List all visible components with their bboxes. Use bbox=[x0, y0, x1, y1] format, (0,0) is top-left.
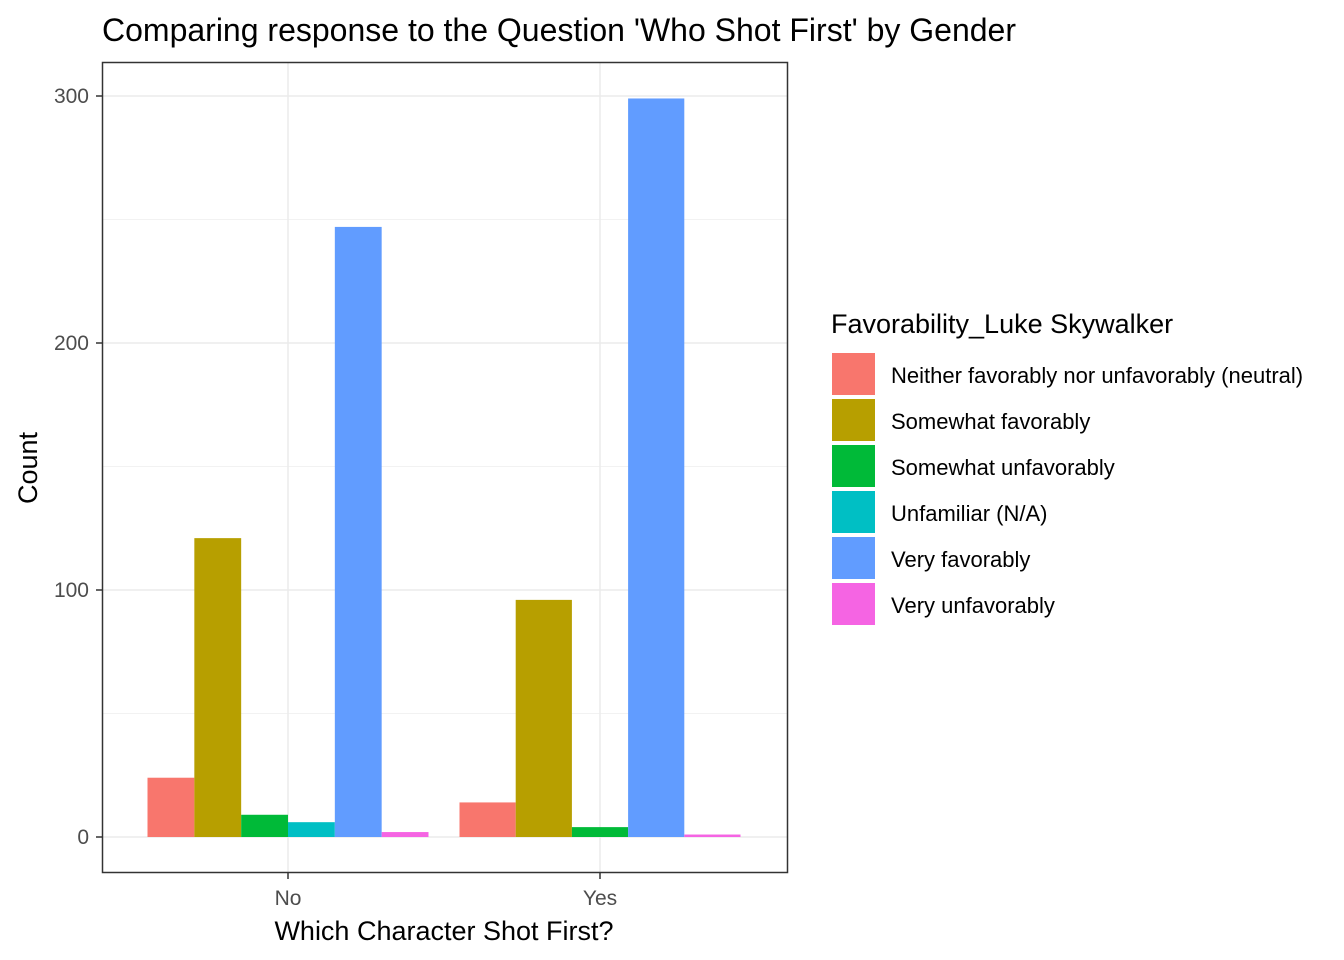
legend-swatch bbox=[832, 583, 875, 625]
legend-swatch bbox=[832, 353, 875, 395]
bar bbox=[194, 538, 241, 837]
y-tick-label: 200 bbox=[54, 332, 89, 355]
y-tick-label: 0 bbox=[77, 826, 89, 849]
bar bbox=[241, 815, 288, 837]
legend-label: Neither favorably nor unfavorably (neutr… bbox=[891, 363, 1303, 388]
x-axis-title: Which Character Shot First? bbox=[274, 916, 613, 946]
legend-swatch bbox=[832, 399, 875, 441]
legend-label: Somewhat unfavorably bbox=[891, 455, 1115, 480]
legend-swatch bbox=[832, 537, 875, 579]
y-tick-label: 100 bbox=[54, 579, 89, 602]
legend: Favorability_Luke Skywalker Neither favo… bbox=[831, 309, 1303, 625]
legend-items: Neither favorably nor unfavorably (neutr… bbox=[832, 353, 1303, 625]
bar bbox=[460, 802, 516, 837]
x-axis: No Yes bbox=[275, 873, 618, 910]
bar bbox=[572, 827, 628, 837]
legend-label: Very favorably bbox=[891, 547, 1030, 572]
y-axis-title: Count bbox=[13, 431, 43, 504]
bars bbox=[148, 98, 741, 837]
legend-label: Unfamiliar (N/A) bbox=[891, 501, 1047, 526]
legend-title: Favorability_Luke Skywalker bbox=[831, 309, 1173, 339]
bar bbox=[516, 600, 572, 837]
chart-title: Comparing response to the Question 'Who … bbox=[102, 12, 1016, 48]
legend-label: Somewhat favorably bbox=[891, 409, 1090, 434]
bar bbox=[684, 835, 740, 837]
legend-label: Very unfavorably bbox=[891, 593, 1055, 618]
y-axis: 0 100 200 300 bbox=[54, 85, 102, 849]
bar bbox=[288, 822, 335, 837]
x-tick-label: No bbox=[275, 887, 302, 910]
bar bbox=[628, 98, 684, 837]
bar bbox=[382, 832, 429, 837]
bar bbox=[335, 227, 382, 837]
legend-swatch bbox=[832, 445, 875, 487]
x-tick-label: Yes bbox=[583, 887, 617, 910]
legend-swatch bbox=[832, 491, 875, 533]
bar bbox=[148, 778, 195, 837]
y-tick-label: 300 bbox=[54, 85, 89, 108]
